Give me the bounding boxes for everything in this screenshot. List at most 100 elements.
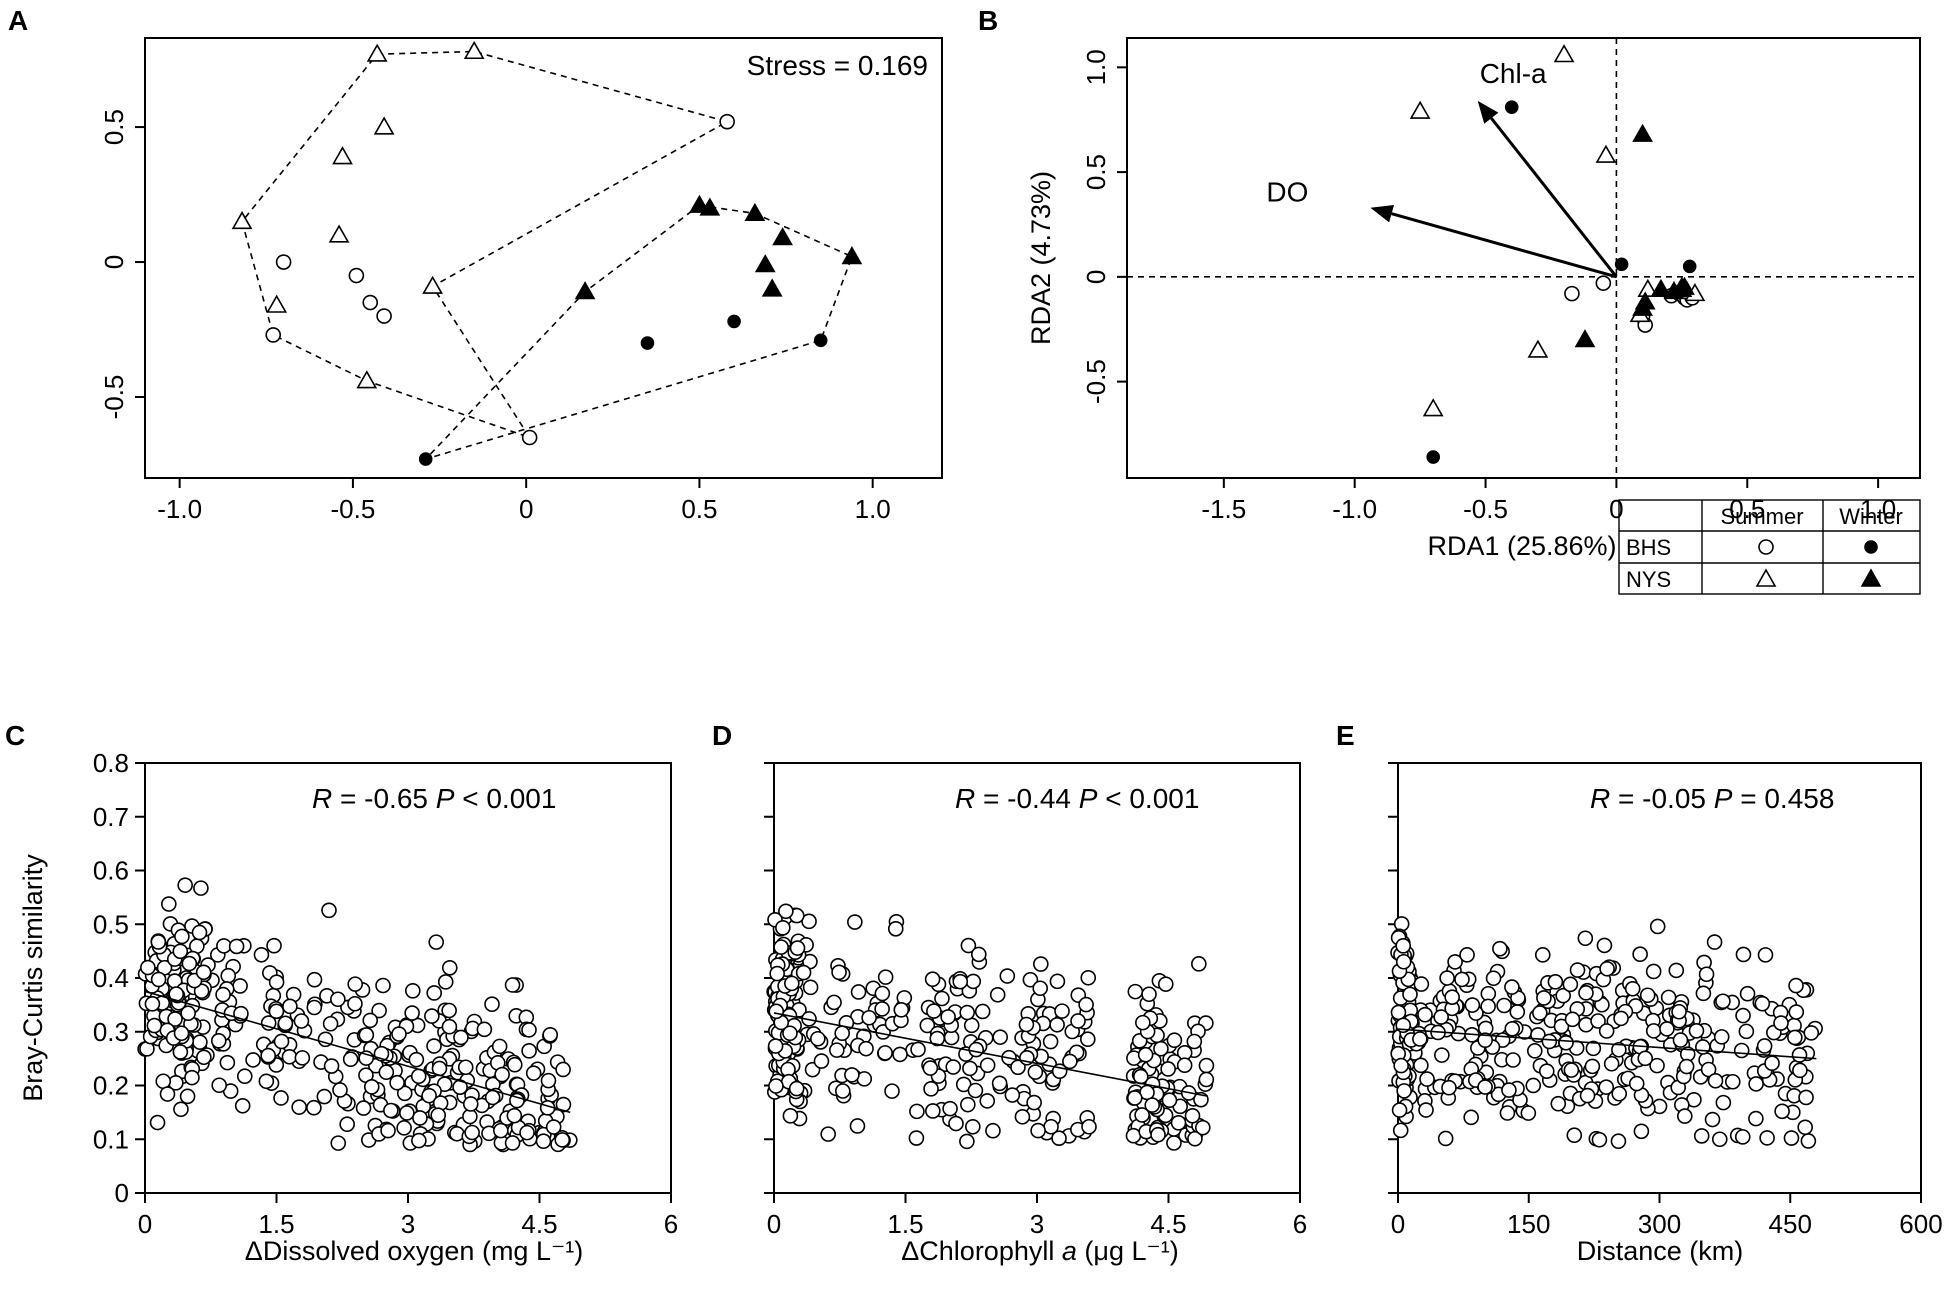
rda-point [1614,257,1629,272]
x-tick-label: 600 [1899,1209,1942,1239]
similarity-point [782,1025,798,1042]
similarity-point [430,1107,447,1124]
similarity-point [1633,1123,1650,1140]
similarity-point [802,979,819,996]
x-tick-label: 0.5 [1729,494,1765,524]
similarity-point [509,1092,525,1109]
similarity-point [1477,1032,1493,1048]
similarity-point [1688,1023,1705,1039]
similarity-point [1611,1041,1627,1058]
similarity-point [948,1115,964,1132]
rda-point [1650,278,1672,297]
similarity-point [179,1088,196,1105]
similarity-point [925,1103,941,1119]
x-tick-label: -0.5 [331,494,376,524]
similarity-point [991,1075,1008,1092]
x-tick-label: -1.5 [1201,494,1246,524]
similarity-point [1773,1015,1789,1031]
similarity-point [1080,969,1097,986]
similarity-point [1396,1083,1412,1099]
similarity-point [1711,1131,1728,1148]
legend-col-winter: Winter [1839,504,1903,529]
similarity-point [1792,1062,1808,1079]
similarity-point [1018,1016,1035,1033]
similarity-point [1501,1082,1517,1098]
rda-point [1426,450,1441,464]
similarity-point [1547,974,1564,990]
similarity-point [1748,1076,1764,1092]
similarity-point [1672,1032,1689,1048]
similarity-point [1198,1071,1215,1088]
similarity-point [281,1048,298,1065]
similarity-point [1464,997,1481,1013]
similarity-point [1390,1004,1407,1021]
similarity-point [1555,987,1571,1004]
nmds-point [422,275,443,294]
y-tick-label: 0.3 [93,1017,129,1047]
panel-b-frame [1126,37,1921,479]
similarity-point [174,928,190,945]
similarity-point [1459,947,1475,963]
similarity-point [1141,986,1157,1003]
nmds-point [373,116,395,135]
x-tick-label: 3 [401,1209,415,1239]
similarity-point [484,1089,501,1106]
similarity-point [893,1002,910,1018]
similarity-point [1447,954,1463,970]
similarity-point [159,1086,176,1102]
similarity-point [874,985,891,1002]
similarity-point [965,1118,981,1135]
similarity-point [1026,1094,1042,1111]
similarity-point [1413,976,1430,992]
similarity-point [391,1026,407,1042]
similarity-point [1526,1043,1543,1059]
rda-point [1422,398,1444,417]
similarity-point [293,1013,310,1029]
similarity-point [1004,1087,1021,1103]
similarity-point [967,1082,984,1099]
similarity-point [887,920,904,937]
similarity-point [232,978,248,994]
similarity-point [1676,1108,1693,1124]
similarity-point [210,1033,227,1049]
similarity-point [1550,1095,1567,1112]
legend-bhs-summer-marker [1758,539,1774,555]
x-tick-label: 300 [1638,1209,1681,1239]
similarity-point [437,974,454,990]
x-tick-label: 0 [519,494,533,524]
similarity-point [411,1132,427,1149]
similarity-point [196,1049,212,1066]
similarity-point [909,1103,925,1120]
similarity-point [1590,1013,1606,1029]
similarity-point [1144,1097,1161,1113]
similarity-point [826,994,842,1011]
similarity-point [1444,989,1460,1005]
similarity-point [929,1030,946,1047]
similarity-point [1733,1042,1750,1059]
similarity-point [1598,1079,1615,1095]
rda-point [1632,123,1653,142]
similarity-point [847,914,863,930]
similarity-point [1538,1063,1555,1079]
similarity-point [484,996,500,1012]
similarity-point [1127,983,1144,1000]
similarity-point [1599,960,1615,977]
similarity-point [172,1044,189,1060]
panel-e-stats: R = -0.05 P = 0.458 [1590,783,1834,814]
similarity-point [193,880,209,896]
similarity-point [504,977,521,993]
panel-d-x-label-text: ΔChlorophyll [901,1236,1054,1266]
similarity-point [1748,1110,1764,1127]
rda-point [1564,285,1580,302]
similarity-point [968,1041,984,1058]
nmds-point [328,224,350,243]
nmds-point [348,267,365,284]
x-tick-label: 6 [1293,1209,1307,1239]
similarity-point [788,1080,805,1097]
similarity-point [1734,1129,1751,1145]
x-tick-label: 4.5 [1150,1209,1186,1239]
similarity-point [1505,1052,1521,1068]
similarity-point [253,946,270,963]
similarity-point [849,1118,866,1134]
similarity-point [910,1041,926,1058]
